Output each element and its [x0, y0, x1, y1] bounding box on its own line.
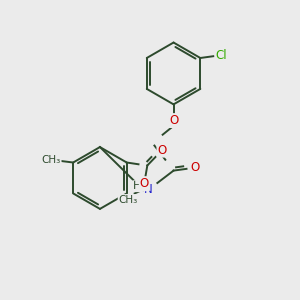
Text: H: H — [133, 181, 142, 191]
Text: O: O — [140, 177, 149, 190]
Text: N: N — [144, 183, 153, 196]
Text: CH₃: CH₃ — [118, 195, 138, 205]
Text: O: O — [169, 114, 178, 127]
Text: Cl: Cl — [216, 49, 227, 62]
Text: O: O — [158, 144, 167, 157]
Text: O: O — [190, 161, 200, 174]
Text: CH₃: CH₃ — [41, 154, 61, 165]
